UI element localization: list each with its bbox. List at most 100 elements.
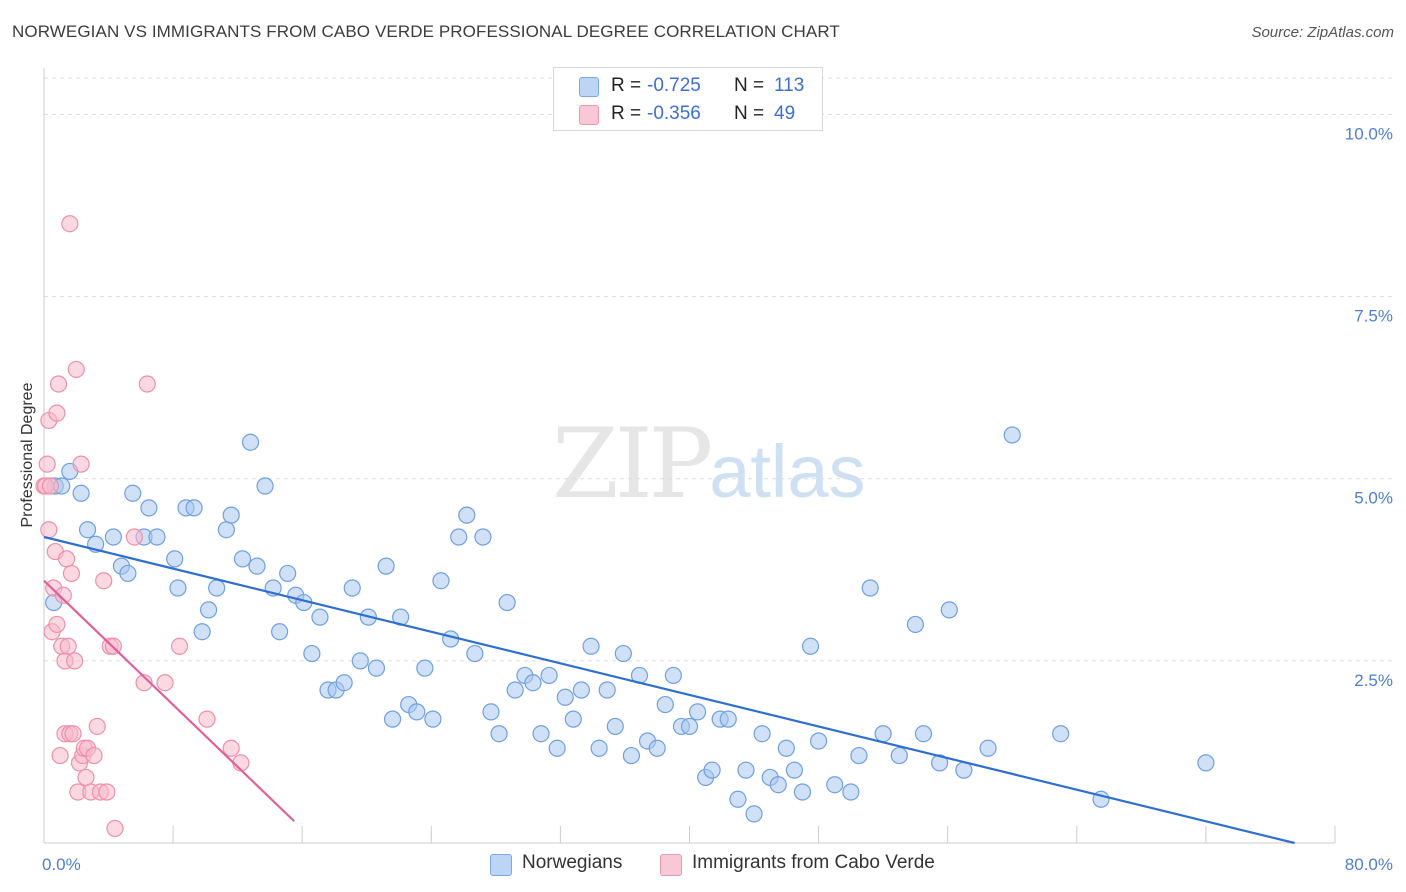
norwegian-point-86 [745, 805, 763, 823]
norwegian-point-89 [769, 776, 787, 794]
cabo-verde-point-40 [106, 819, 124, 838]
cabo-verde-point-11 [49, 375, 68, 393]
norwegian-point-14 [166, 550, 184, 568]
legend-r-label: R = [611, 103, 642, 124]
norwegian-point-103 [931, 754, 949, 772]
norwegian-point-41 [377, 557, 395, 575]
norwegian-point-47 [424, 710, 442, 728]
norwegian-point-18 [193, 623, 211, 641]
cabo-verde-point-19 [61, 215, 79, 233]
legend-n-label: N = [734, 75, 765, 96]
watermark-atlas: atlas [709, 430, 866, 513]
cabo-verde-point-9 [48, 615, 66, 634]
norwegian-point-10 [124, 484, 142, 502]
norwegian-point-61 [540, 666, 558, 685]
y-tick-label-3: 10.0% [1345, 124, 1393, 143]
series-swatch-cabo-verde [660, 854, 682, 876]
cabo-verde-point-37 [98, 783, 116, 801]
norwegian-point-91 [785, 761, 803, 779]
norwegian-point-22 [222, 506, 240, 524]
legend-swatch-norwegians [579, 77, 599, 97]
norwegian-point-40 [367, 659, 386, 677]
norwegian-point-19 [200, 601, 218, 619]
norwegian-point-65 [572, 681, 590, 699]
norwegian-point-79 [688, 703, 707, 721]
norwegian-point-38 [351, 652, 369, 670]
norwegian-point-67 [590, 739, 608, 757]
norwegian-point-93 [801, 637, 820, 655]
norwegian-point-21 [217, 521, 235, 539]
data-points [35, 215, 1215, 838]
norwegian-point-68 [598, 681, 616, 699]
norwegian-point-32 [303, 644, 321, 663]
norwegian-point-46 [416, 659, 434, 677]
legend-row-norwegians: R = -0.725 N = 113 [554, 73, 822, 101]
watermark: ZIPatlas [552, 408, 866, 520]
legend-r-value: -0.356 [647, 103, 701, 124]
norwegian-point-42 [383, 710, 402, 728]
norwegian-point-78 [680, 717, 699, 736]
norwegian-point-26 [256, 477, 274, 495]
norwegian-point-107 [1003, 426, 1021, 444]
cabo-verde-point-45 [170, 637, 189, 655]
cabo-verde-trend-line [43, 579, 295, 822]
norwegian-point-71 [622, 746, 641, 765]
legend-r-value: -0.725 [647, 75, 701, 96]
cabo-verde-point-34 [88, 717, 106, 736]
norwegian-point-74 [648, 739, 666, 757]
norwegian-point-76 [664, 666, 682, 685]
chart-source: Source: ZipAtlas.com [1251, 24, 1394, 41]
cabo-verde-point-36 [95, 572, 113, 590]
cabo-verde-point-42 [135, 674, 153, 692]
norwegian-point-98 [861, 579, 879, 597]
norwegian-point-17 [185, 499, 203, 517]
norwegian-point-15 [169, 579, 187, 597]
cabo-verde-point-46 [198, 710, 216, 728]
cabo-verde-point-18 [59, 637, 77, 655]
norwegian-point-45 [408, 703, 426, 721]
norwegian-point-69 [606, 717, 624, 736]
x-tick-label-0: 0.0% [42, 855, 81, 874]
norwegian-point-23 [233, 550, 252, 568]
norwegian-point-9 [119, 564, 137, 583]
norwegian-point-94 [809, 732, 828, 750]
cabo-verde-point-47 [222, 739, 240, 757]
cabo-verde-point-23 [66, 652, 84, 670]
norwegian-point-20 [208, 579, 226, 597]
norwegian-point-28 [271, 623, 289, 641]
legend: R = -0.725 N = 113 R = -0.356 N = 49 [553, 67, 823, 131]
norwegian-point-51 [458, 506, 476, 524]
series-swatch-norwegians [490, 854, 512, 876]
norwegian-point-64 [564, 710, 582, 728]
norwegian-point-83 [719, 710, 737, 728]
norwegian-point-85 [737, 761, 755, 779]
norwegian-point-90 [777, 739, 795, 757]
cabo-verde-point-44 [156, 674, 174, 692]
series-label-cabo-verde: Immigrants from Cabo Verde [692, 852, 935, 873]
gridlines [44, 77, 1392, 662]
norwegian-point-24 [241, 433, 260, 451]
legend-r-label: R = [611, 75, 642, 96]
norwegian-point-97 [850, 746, 868, 765]
norwegian-point-108 [1052, 725, 1070, 743]
cabo-verde-point-33 [85, 746, 103, 765]
norwegian-point-59 [524, 674, 542, 692]
cabo-verde-point-5 [41, 477, 60, 495]
norwegian-point-87 [753, 725, 771, 743]
norwegian-point-81 [703, 761, 721, 779]
watermark-zip: ZIP [552, 408, 713, 520]
norwegian-point-92 [793, 783, 812, 801]
cabo-verde-point-3 [40, 521, 58, 539]
cabo-verde-point-14 [54, 586, 72, 604]
y-tick-label-1: 5.0% [1354, 489, 1393, 508]
norwegian-point-104 [940, 601, 958, 619]
norwegian-point-56 [498, 593, 516, 612]
norwegian-point-57 [506, 681, 524, 699]
norwegian-point-84 [729, 790, 747, 808]
norwegian-point-106 [979, 739, 997, 757]
legend-n-label: N = [734, 103, 765, 124]
cabo-verde-point-2 [38, 455, 56, 473]
cabo-verde-point-27 [72, 455, 90, 473]
norwegian-point-55 [490, 725, 508, 743]
